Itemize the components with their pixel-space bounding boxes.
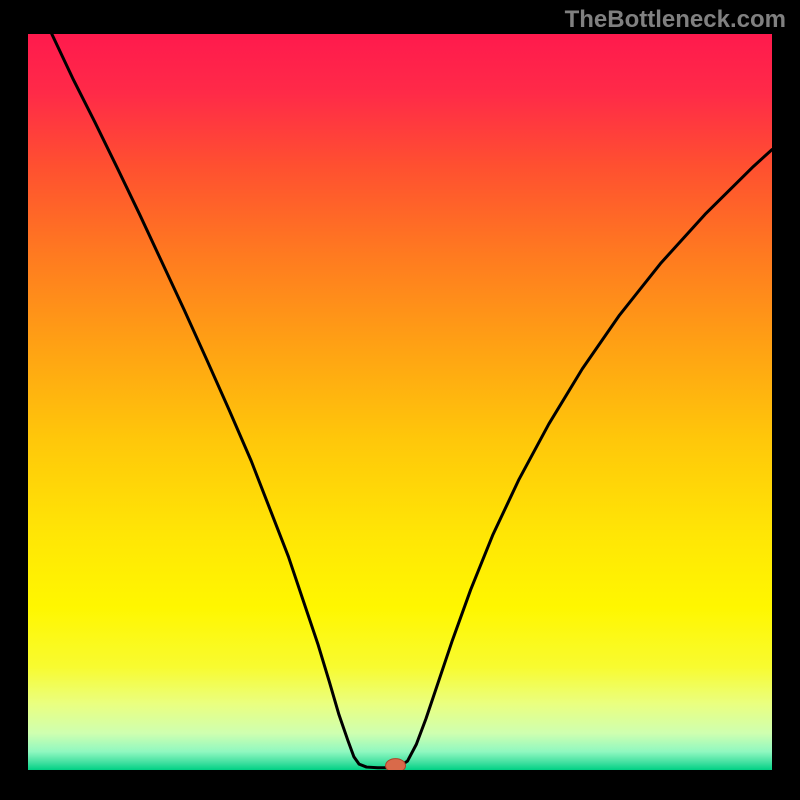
curve-layer <box>28 34 772 770</box>
watermark-text: TheBottleneck.com <box>565 6 786 34</box>
plot-area <box>28 34 772 770</box>
bottleneck-curve <box>52 34 772 768</box>
optimal-marker <box>386 759 406 770</box>
